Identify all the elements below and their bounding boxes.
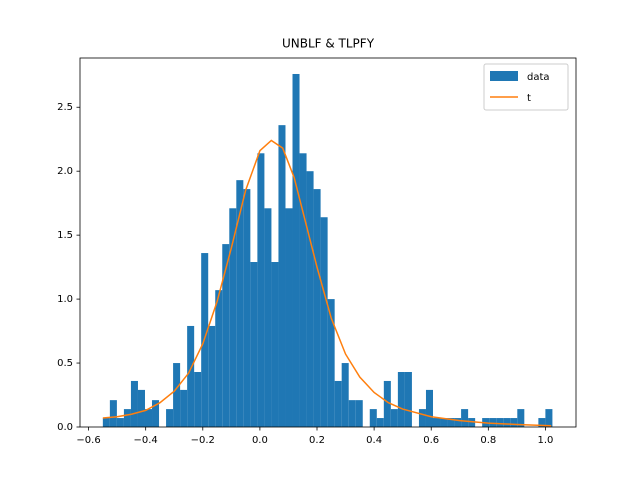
bar xyxy=(299,153,307,427)
bar xyxy=(130,380,138,427)
bar xyxy=(355,400,363,427)
bar xyxy=(418,409,426,427)
x-tick-label: −0.6 xyxy=(76,435,100,446)
bar xyxy=(425,389,433,427)
bar xyxy=(397,372,405,427)
x-tick-label: −0.4 xyxy=(134,435,158,446)
x-tick-label: 1.0 xyxy=(537,435,553,446)
bar xyxy=(376,418,384,427)
bar xyxy=(278,125,286,427)
y-tick-label: 1.5 xyxy=(57,230,73,241)
bar xyxy=(215,290,223,427)
bar xyxy=(383,380,391,427)
x-tick-label: 0.6 xyxy=(423,435,439,446)
bar xyxy=(432,418,441,427)
bar xyxy=(404,372,412,427)
y-tick-label: 2.0 xyxy=(57,166,73,177)
bar xyxy=(180,389,188,427)
bar xyxy=(292,73,300,428)
plot-frame xyxy=(79,57,577,428)
bar xyxy=(390,409,398,427)
line xyxy=(102,139,552,427)
bar xyxy=(517,409,525,427)
bar xyxy=(137,389,145,427)
bar xyxy=(109,400,117,427)
legend-label: t xyxy=(527,93,531,104)
bar xyxy=(257,153,265,427)
legend-box xyxy=(483,63,569,111)
bar xyxy=(102,418,110,427)
chart-title: UNBLF & TLPFY xyxy=(282,37,375,51)
bar xyxy=(334,380,342,427)
bar xyxy=(503,418,511,427)
bar xyxy=(461,409,469,427)
bar xyxy=(538,418,546,427)
legend-label: data xyxy=(527,72,550,83)
bar xyxy=(187,325,195,427)
bar xyxy=(194,372,202,427)
bar xyxy=(348,400,356,427)
x-tick-label: 0.4 xyxy=(366,435,382,446)
y-tick-label: 0.0 xyxy=(57,422,73,433)
y-tick-label: 2.5 xyxy=(57,102,73,113)
bar xyxy=(545,409,553,427)
bar xyxy=(440,418,448,427)
bar xyxy=(468,418,476,427)
bar xyxy=(285,208,293,427)
bar xyxy=(306,171,314,427)
bar xyxy=(166,409,174,427)
x-tick-label: 0.0 xyxy=(252,435,268,446)
bar xyxy=(271,262,279,427)
bar xyxy=(510,418,518,427)
x-tick-label: 0.8 xyxy=(480,435,496,446)
bar xyxy=(496,418,504,427)
x-tick-label: 0.2 xyxy=(309,435,325,446)
legend-patch xyxy=(490,71,518,81)
bar xyxy=(116,418,124,427)
bar xyxy=(250,262,258,427)
bar xyxy=(454,418,462,427)
bar xyxy=(341,363,349,427)
y-tick-label: 1.0 xyxy=(57,294,73,305)
bar xyxy=(489,418,497,427)
bar xyxy=(447,418,455,427)
bar xyxy=(369,409,377,427)
bar xyxy=(313,189,321,427)
x-tick-label: −0.2 xyxy=(191,435,215,446)
bar xyxy=(243,189,251,427)
bar xyxy=(320,217,328,427)
bar xyxy=(222,244,230,427)
bar xyxy=(123,409,131,427)
bar xyxy=(173,363,181,427)
y-tick-label: 0.5 xyxy=(57,358,73,369)
bar xyxy=(236,180,244,427)
bar xyxy=(152,400,160,427)
bar xyxy=(327,299,335,427)
bar xyxy=(144,409,153,427)
bar xyxy=(264,208,272,427)
bar xyxy=(208,325,216,427)
bar xyxy=(229,208,237,427)
